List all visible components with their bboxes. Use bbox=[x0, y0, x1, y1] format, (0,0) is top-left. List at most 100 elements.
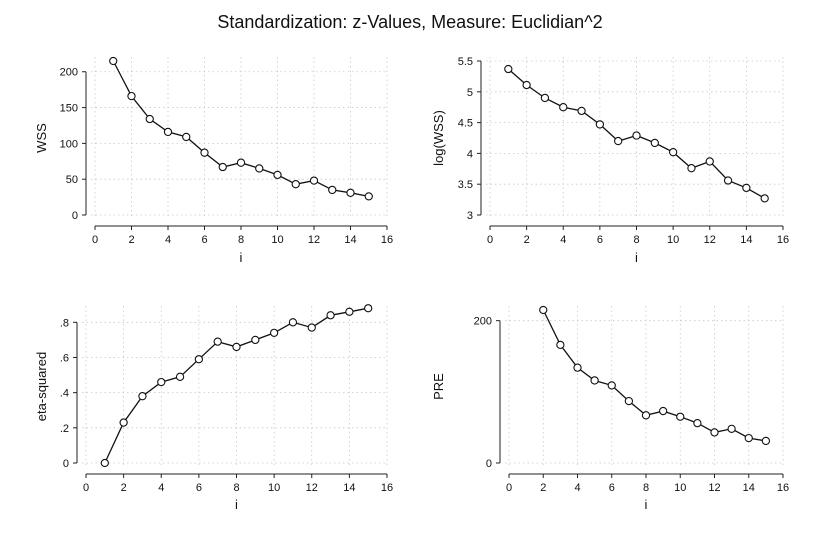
panel-4: 0 2 4 6 8 10 12 14 16 0 200 i PRE bbox=[431, 305, 789, 512]
y-tick-label: 4 bbox=[467, 148, 473, 160]
y-tick-label: .8 bbox=[60, 317, 69, 329]
data-point bbox=[326, 311, 335, 320]
data-point bbox=[504, 64, 513, 74]
x-tick-label: 4 bbox=[574, 482, 580, 494]
data-point bbox=[157, 377, 166, 387]
y-tick-label: 50 bbox=[66, 174, 78, 186]
y-tick-label: 0 bbox=[486, 458, 492, 470]
data-point bbox=[522, 80, 531, 90]
data-point bbox=[194, 355, 204, 364]
data-point bbox=[138, 392, 147, 401]
x-tick-label: 2 bbox=[524, 234, 530, 246]
data-point bbox=[693, 418, 702, 428]
data-point bbox=[614, 136, 623, 146]
data-point bbox=[119, 418, 128, 427]
y-tick-label: 3.5 bbox=[458, 179, 473, 191]
data-point bbox=[624, 396, 634, 406]
x-tick-label: 16 bbox=[777, 482, 789, 494]
x-tick-label: 14 bbox=[740, 234, 752, 246]
y-tick-label: .4 bbox=[60, 388, 69, 400]
y-axis-title: eta-squared bbox=[34, 352, 49, 421]
x-tick-label: 10 bbox=[667, 234, 679, 246]
data-point bbox=[213, 337, 222, 346]
data-point bbox=[145, 114, 154, 124]
data-point bbox=[727, 424, 736, 433]
x-tick-label: 0 bbox=[506, 482, 512, 494]
x-axis-title: i bbox=[240, 250, 243, 265]
x-tick-label: 14 bbox=[343, 482, 355, 494]
x-tick-label: 12 bbox=[306, 482, 318, 494]
x-tick-label: 14 bbox=[344, 234, 356, 246]
x-tick-label: 8 bbox=[238, 234, 244, 246]
y-tick-label: .2 bbox=[60, 423, 69, 435]
x-tick-label: 8 bbox=[233, 482, 239, 494]
panel-2: 0 2 4 6 8 10 12 14 16 3 3.5 4 4.5 5 5.5 i log(WSS) bbox=[431, 56, 789, 265]
y-tick-label: 5 bbox=[467, 87, 473, 99]
data-point bbox=[668, 148, 678, 157]
x-tick-label: 4 bbox=[165, 234, 171, 246]
x-tick-label: 8 bbox=[633, 234, 639, 246]
y-tick-label: 150 bbox=[60, 103, 78, 115]
x-tick-label: 4 bbox=[560, 234, 566, 246]
x-tick-label: 0 bbox=[92, 234, 98, 246]
panel-3: 0 2 4 6 8 10 12 14 16 0 .2 .4 .6 .8 i eta-squared bbox=[34, 304, 393, 512]
data-point bbox=[100, 458, 109, 468]
data-point bbox=[127, 91, 136, 101]
data-point bbox=[607, 381, 616, 390]
x-axis-title: i bbox=[635, 250, 638, 265]
data-point bbox=[577, 106, 586, 116]
x-tick-label: 10 bbox=[268, 482, 280, 494]
x-tick-label: 12 bbox=[708, 482, 720, 494]
data-point bbox=[236, 158, 246, 167]
x-tick-label: 8 bbox=[643, 482, 649, 494]
x-tick-label: 16 bbox=[381, 234, 393, 246]
y-tick-label: 100 bbox=[60, 138, 78, 150]
data-point bbox=[658, 406, 668, 416]
x-tick-label: 16 bbox=[381, 482, 393, 494]
data-point bbox=[590, 376, 599, 385]
data-point bbox=[710, 428, 719, 437]
y-tick-label: 200 bbox=[474, 316, 492, 328]
data-point bbox=[255, 164, 264, 173]
x-tick-label: 14 bbox=[743, 482, 755, 494]
y-tick-label: 0 bbox=[63, 458, 69, 470]
data-point bbox=[705, 157, 714, 166]
data-point bbox=[540, 93, 550, 103]
x-tick-label: 6 bbox=[196, 482, 202, 494]
data-point bbox=[163, 127, 173, 137]
data-point bbox=[200, 148, 209, 157]
x-tick-label: 2 bbox=[128, 234, 134, 246]
series-line bbox=[112, 60, 369, 198]
x-tick-label: 2 bbox=[121, 482, 127, 494]
data-point bbox=[573, 363, 582, 372]
data-point bbox=[182, 132, 191, 142]
series-line bbox=[104, 307, 369, 464]
data-point bbox=[291, 180, 300, 189]
x-tick-label: 10 bbox=[674, 482, 686, 494]
data-point bbox=[364, 304, 373, 313]
x-tick-label: 12 bbox=[308, 234, 320, 246]
data-point bbox=[232, 342, 241, 352]
data-point bbox=[109, 56, 118, 66]
data-point bbox=[760, 194, 769, 203]
data-point bbox=[556, 340, 565, 350]
data-point bbox=[742, 183, 751, 193]
series-line bbox=[542, 309, 767, 442]
data-point bbox=[309, 176, 319, 185]
x-tick-label: 4 bbox=[158, 482, 164, 494]
x-tick-label: 2 bbox=[540, 482, 546, 494]
data-point bbox=[288, 318, 298, 327]
data-point bbox=[761, 436, 771, 446]
y-tick-label: 5.5 bbox=[458, 56, 473, 68]
data-point bbox=[676, 412, 685, 421]
y-axis-title: log(WSS) bbox=[431, 110, 446, 166]
x-tick-label: 0 bbox=[487, 234, 493, 246]
x-tick-label: 6 bbox=[597, 234, 603, 246]
data-point bbox=[559, 103, 568, 112]
data-point bbox=[307, 323, 316, 332]
data-point bbox=[269, 328, 279, 338]
data-point bbox=[641, 411, 651, 420]
y-tick-label: 4.5 bbox=[458, 118, 473, 130]
y-tick-label: 0 bbox=[72, 210, 78, 222]
